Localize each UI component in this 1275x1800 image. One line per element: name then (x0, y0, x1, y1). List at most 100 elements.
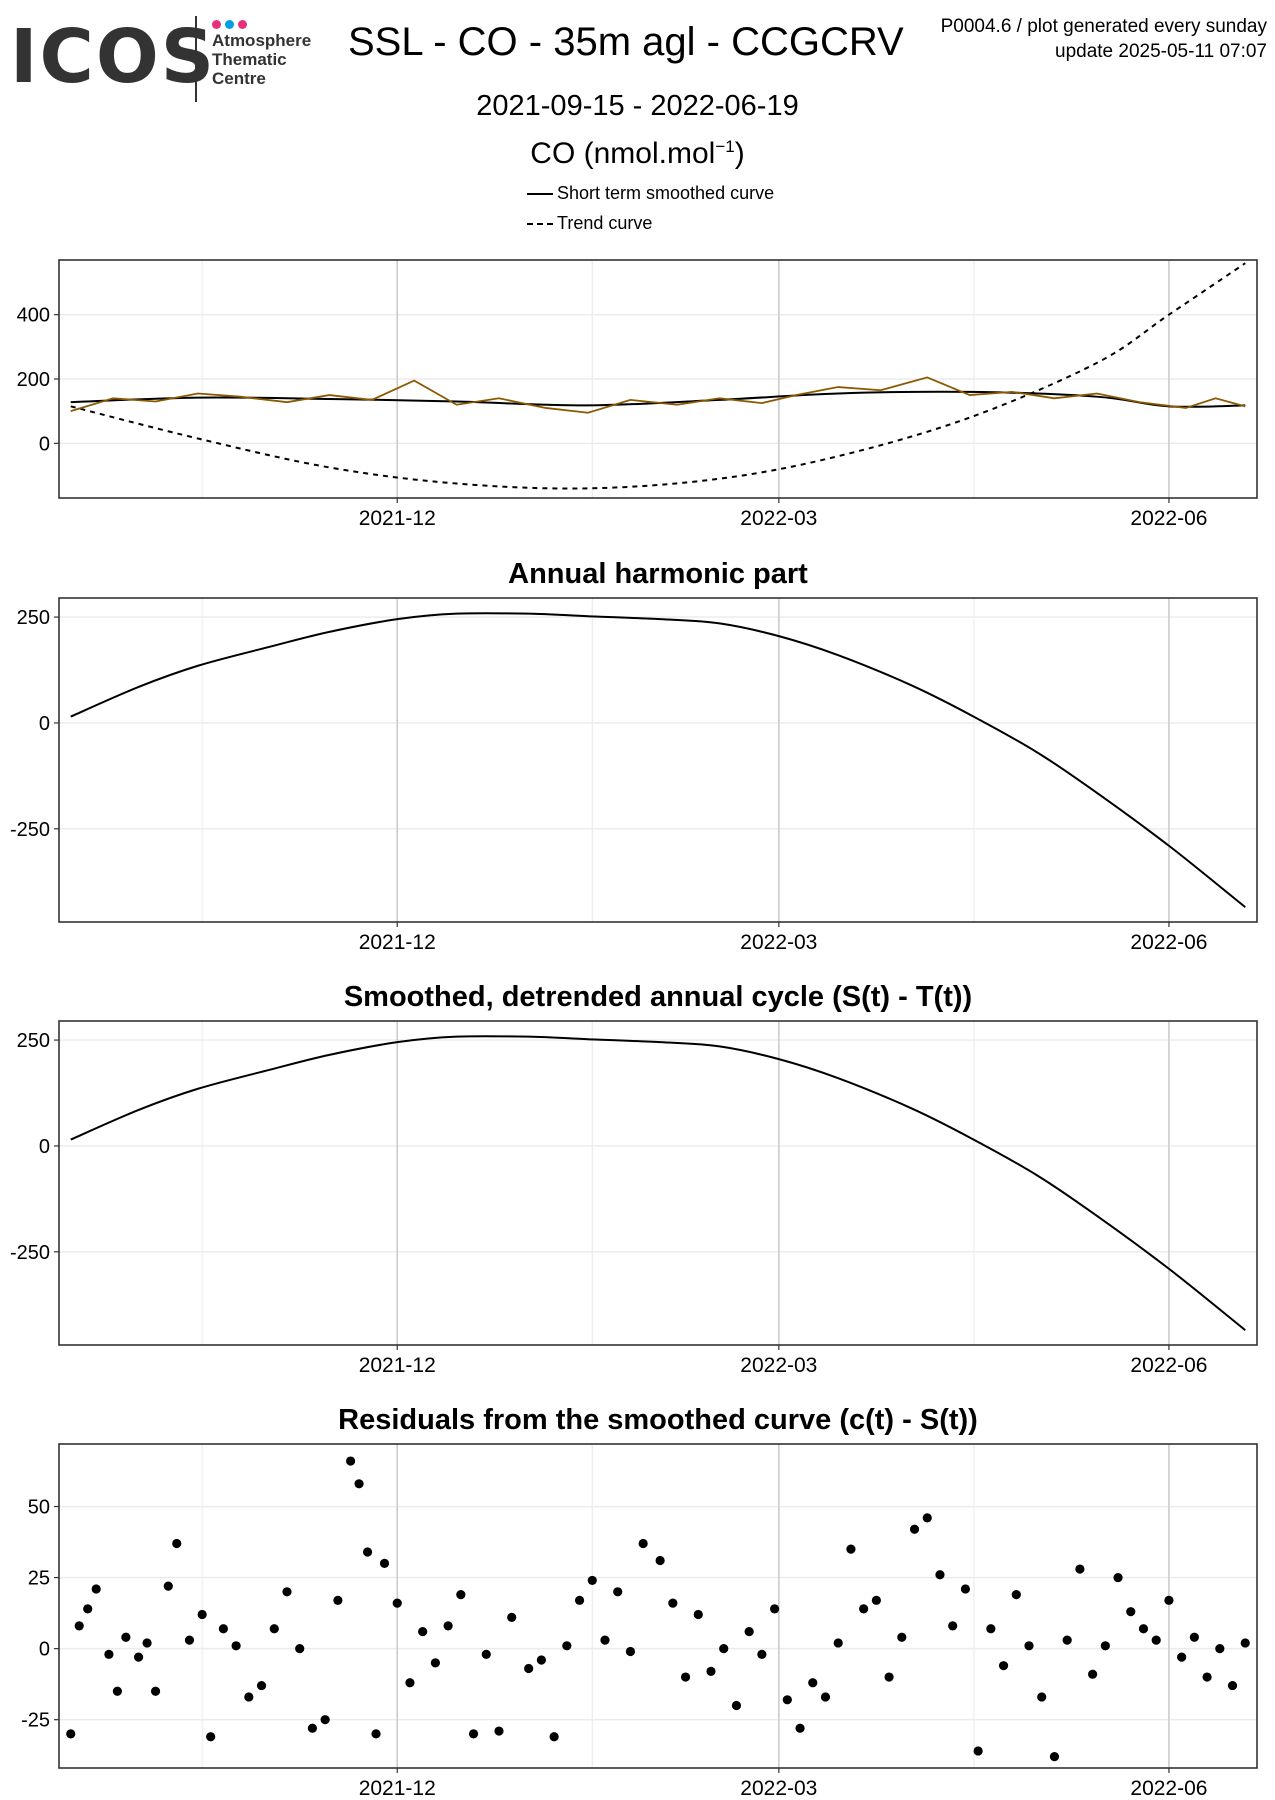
residual-point (655, 1555, 665, 1566)
y-tick-label: 250 (17, 607, 50, 629)
residual-point (269, 1624, 279, 1634)
residual-point (998, 1661, 1009, 1671)
residual-point (1151, 1635, 1161, 1645)
panel-title: Annual harmonic part (508, 558, 808, 590)
residual-point (104, 1649, 114, 1659)
residual-point (638, 1538, 648, 1549)
residual-point (536, 1655, 546, 1665)
trend-curve-line (70, 262, 1246, 490)
residual-point (808, 1678, 818, 1688)
x-tick-label: 2022-06 (1130, 1354, 1207, 1377)
residual-point (91, 1584, 101, 1594)
residual-point (693, 1609, 703, 1620)
residual-point (1024, 1641, 1034, 1651)
residual-point (549, 1732, 559, 1742)
y-tick-label: -250 (10, 819, 50, 841)
residual-point (574, 1595, 585, 1605)
x-tick-label: 2021-12 (359, 931, 436, 954)
icos-logo: ICOS (10, 14, 217, 100)
page-title: SSL - CO - 35m agl - CCGCRV (348, 20, 904, 64)
logo-subtitle-line: Thematic (212, 50, 287, 69)
residual-point (973, 1746, 983, 1756)
residual-point (1100, 1641, 1110, 1651)
residual-point (430, 1658, 440, 1668)
cycle-curve-line (70, 612, 1246, 908)
residual-point (256, 1680, 267, 1691)
residual-point (1215, 1644, 1225, 1654)
legend-label: Short term smoothed curve (557, 183, 775, 203)
residual-point (948, 1621, 958, 1631)
x-tick-label: 2022-03 (740, 1354, 817, 1377)
residual-point (1227, 1680, 1238, 1691)
residual-point (1037, 1692, 1047, 1702)
residual-point (833, 1638, 843, 1648)
residual-point (1113, 1572, 1123, 1583)
x-tick-label: 2021-12 (359, 507, 436, 530)
panel-title: Residuals from the smoothed curve (c(t) … (338, 1404, 978, 1436)
y-tick-label: 25 (28, 1568, 50, 1590)
panel-frame (58, 1020, 1258, 1346)
generation-note: P0004.6 / plot generated every sunday up… (941, 14, 1267, 64)
residual-point (524, 1663, 534, 1674)
y-tick-label: 0 (39, 433, 50, 455)
x-tick-label: 2022-06 (1130, 931, 1207, 954)
residual-point (706, 1666, 716, 1676)
residual-point (133, 1652, 144, 1662)
logo-dots-icon (212, 16, 251, 34)
residual-point (986, 1624, 996, 1634)
residual-point (83, 1604, 93, 1614)
update-timestamp: update 2025-05-11 07:07 (1055, 41, 1267, 62)
residual-point (1189, 1632, 1199, 1642)
panel-frame (58, 259, 1258, 499)
residual-point (507, 1612, 517, 1622)
residual-point (1126, 1607, 1136, 1617)
residual-point (1240, 1638, 1250, 1648)
residual-point (354, 1479, 364, 1489)
y-tick-label: 200 (17, 369, 50, 391)
panel-frame (58, 1443, 1258, 1769)
residual-point (820, 1692, 831, 1702)
logo-subtitle: Atmosphere Thematic Centre (212, 31, 311, 88)
y-tick-label: 400 (17, 305, 50, 327)
residual-point (1011, 1590, 1021, 1600)
residual-point (282, 1587, 292, 1597)
y-tick-label: -250 (10, 1242, 50, 1264)
residual-point (922, 1513, 932, 1523)
residual-point (184, 1635, 195, 1645)
unit-close: ) (734, 137, 745, 170)
logo-divider (195, 16, 197, 102)
y-tick-label: 0 (39, 713, 50, 735)
observation-line (70, 376, 1246, 414)
residual-point (150, 1686, 161, 1696)
legend-item-trend: Trend curve (527, 213, 652, 234)
y-tick-label: 0 (39, 1639, 50, 1661)
residual-point (320, 1715, 330, 1725)
residual-point (392, 1598, 402, 1608)
residual-point (468, 1729, 479, 1739)
residual-point (1049, 1752, 1060, 1762)
residual-point (333, 1595, 343, 1605)
x-tick-label: 2022-03 (740, 507, 817, 530)
residual-point (66, 1729, 76, 1739)
residual-point (74, 1621, 84, 1631)
x-tick-label: 2022-06 (1130, 1777, 1207, 1800)
residual-point (1075, 1564, 1085, 1574)
unit-exponent: −1 (715, 137, 735, 156)
residual-point (218, 1624, 228, 1634)
residual-point (456, 1590, 466, 1600)
y-tick-label: -25 (21, 1710, 50, 1732)
residual-point (884, 1672, 894, 1682)
residual-point (345, 1456, 356, 1466)
residual-point (731, 1700, 742, 1711)
residual-point (668, 1598, 678, 1608)
legend-swatch-dashed (527, 222, 553, 225)
residual-point (112, 1686, 122, 1696)
x-tick-label: 2021-12 (359, 1354, 436, 1377)
residual-point (163, 1581, 173, 1591)
residual-point (909, 1524, 920, 1534)
residual-point (1202, 1672, 1212, 1682)
residual-point (897, 1632, 907, 1642)
date-range: 2021-09-15 - 2022-06-19 (476, 90, 799, 122)
x-tick-label: 2022-03 (740, 1777, 817, 1800)
